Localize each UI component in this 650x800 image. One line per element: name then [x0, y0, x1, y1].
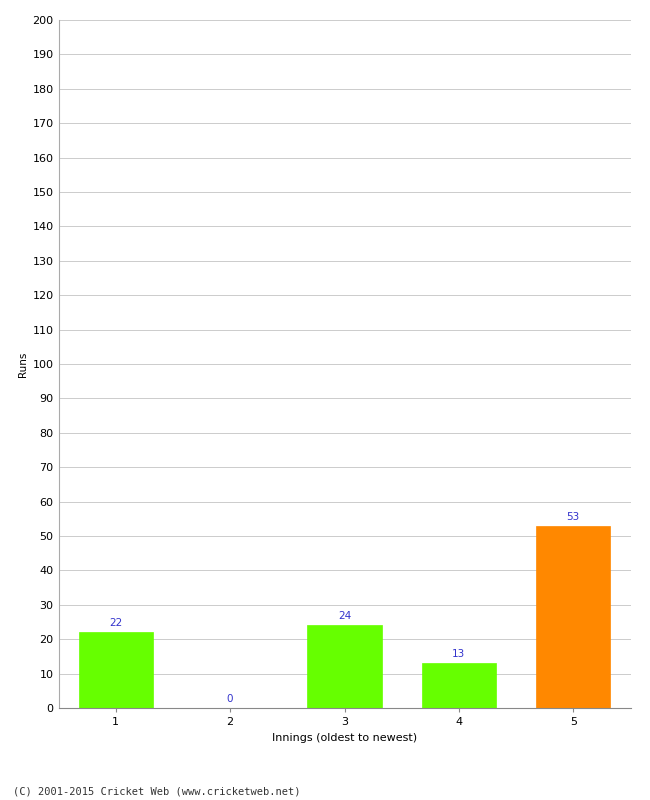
- X-axis label: Innings (oldest to newest): Innings (oldest to newest): [272, 733, 417, 742]
- Bar: [79, 632, 153, 708]
- Bar: [536, 526, 610, 708]
- Text: 13: 13: [452, 649, 465, 659]
- Bar: [307, 626, 382, 708]
- Text: (C) 2001-2015 Cricket Web (www.cricketweb.net): (C) 2001-2015 Cricket Web (www.cricketwe…: [13, 786, 300, 796]
- Text: 53: 53: [567, 511, 580, 522]
- Text: 0: 0: [227, 694, 233, 704]
- Text: 24: 24: [338, 611, 351, 622]
- Text: 22: 22: [109, 618, 122, 628]
- Bar: [422, 663, 496, 708]
- Y-axis label: Runs: Runs: [18, 351, 29, 377]
